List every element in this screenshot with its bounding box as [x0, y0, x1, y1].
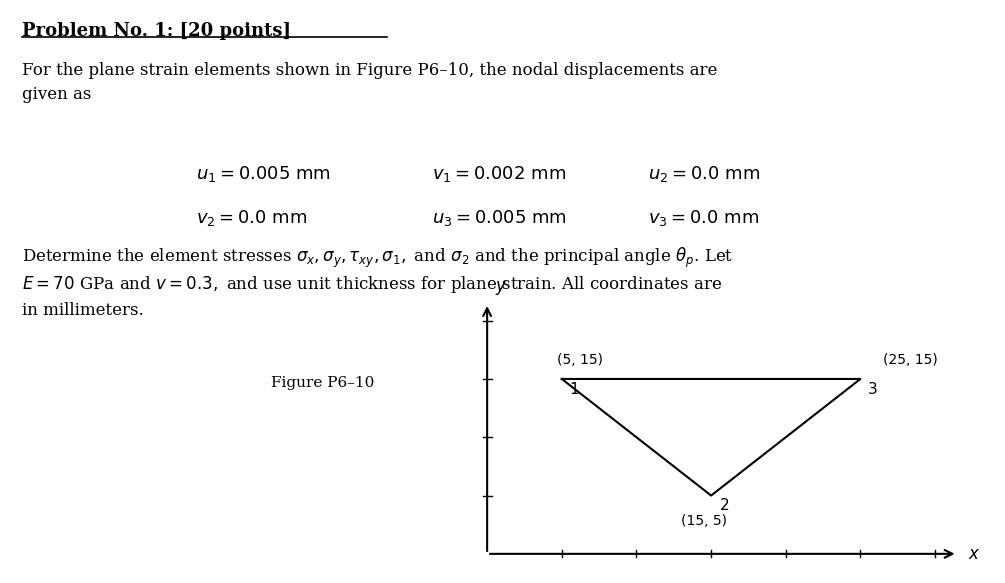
Text: $u_3 = 0.005\ \mathrm{mm}$: $u_3 = 0.005\ \mathrm{mm}$: [432, 208, 567, 228]
Text: 1: 1: [569, 382, 579, 398]
Text: $v_2 = 0.0\ \mathrm{mm}$: $v_2 = 0.0\ \mathrm{mm}$: [196, 208, 308, 228]
Text: (5, 15): (5, 15): [558, 353, 603, 367]
Text: $E = 70$ GPa and $v = 0.3,$ and use unit thickness for plane strain. All coordin: $E = 70$ GPa and $v = 0.3,$ and use unit…: [22, 274, 723, 295]
Text: $x$: $x$: [968, 545, 980, 563]
Text: For the plane strain elements shown in Figure P6–10, the nodal displacements are: For the plane strain elements shown in F…: [22, 62, 718, 79]
Text: Problem No. 1: [20 points]: Problem No. 1: [20 points]: [22, 22, 291, 40]
Text: Determine the element stresses $\sigma_x, \sigma_y, \tau_{xy}, \sigma_1,$ and $\: Determine the element stresses $\sigma_x…: [22, 246, 734, 271]
Text: $v_3 = 0.0\ \mathrm{mm}$: $v_3 = 0.0\ \mathrm{mm}$: [648, 208, 760, 228]
Text: (15, 5): (15, 5): [680, 514, 727, 528]
Text: given as: given as: [22, 86, 91, 103]
Text: $v_1 = 0.002\ \mathrm{mm}$: $v_1 = 0.002\ \mathrm{mm}$: [432, 164, 567, 184]
Text: (25, 15): (25, 15): [882, 353, 938, 367]
Text: $u_1 = 0.005\ \mathrm{mm}$: $u_1 = 0.005\ \mathrm{mm}$: [196, 164, 331, 184]
Text: 3: 3: [868, 382, 877, 398]
Text: Figure P6–10: Figure P6–10: [271, 376, 375, 390]
Text: in millimeters.: in millimeters.: [22, 302, 144, 319]
Text: $u_2 = 0.0\ \mathrm{mm}$: $u_2 = 0.0\ \mathrm{mm}$: [648, 164, 760, 184]
Text: 2: 2: [720, 498, 730, 513]
Text: $y$: $y$: [494, 279, 508, 297]
